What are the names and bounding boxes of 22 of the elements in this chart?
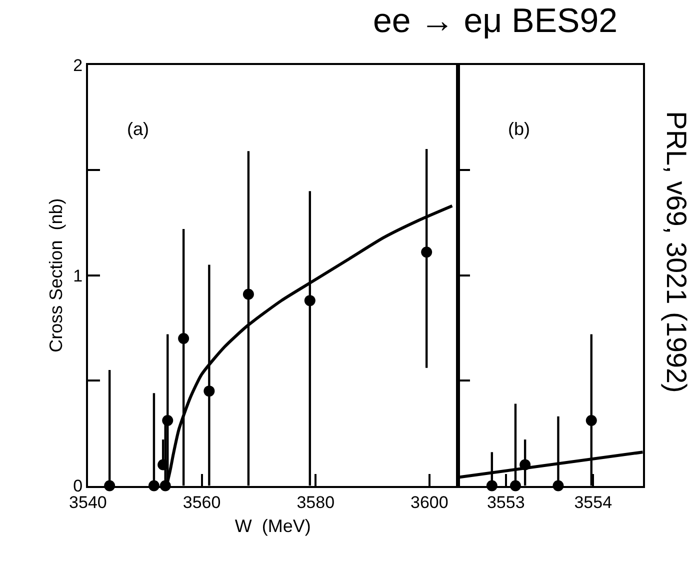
x-tick-label: 3560 bbox=[182, 493, 221, 512]
y-axis-title: Cross Section (nb) bbox=[46, 198, 66, 352]
point bbox=[421, 246, 432, 258]
x-tick-label: 3540 bbox=[69, 493, 107, 512]
y-tick-label: 0 bbox=[73, 476, 83, 496]
point bbox=[158, 459, 169, 470]
point bbox=[304, 295, 316, 306]
annotation: (b) bbox=[508, 119, 530, 139]
chart-title: ee → eμ BES92 bbox=[373, 2, 618, 40]
x-tick-label: 3580 bbox=[296, 493, 335, 512]
x-tick-label: 3553 bbox=[486, 493, 525, 512]
text: PRL, v69, 3021 (1992) bbox=[661, 111, 692, 393]
point bbox=[242, 288, 254, 300]
annotation: (a) bbox=[127, 119, 149, 139]
x-axis-title: W (MeV) bbox=[234, 516, 311, 536]
y-tick-label: 1 bbox=[73, 266, 83, 286]
y-tick-label: 2 bbox=[73, 56, 83, 75]
point bbox=[162, 415, 174, 426]
x-tick-label: 3600 bbox=[410, 493, 448, 512]
point bbox=[204, 386, 215, 397]
point bbox=[178, 332, 190, 344]
x-tick-label: 3554 bbox=[574, 493, 612, 512]
